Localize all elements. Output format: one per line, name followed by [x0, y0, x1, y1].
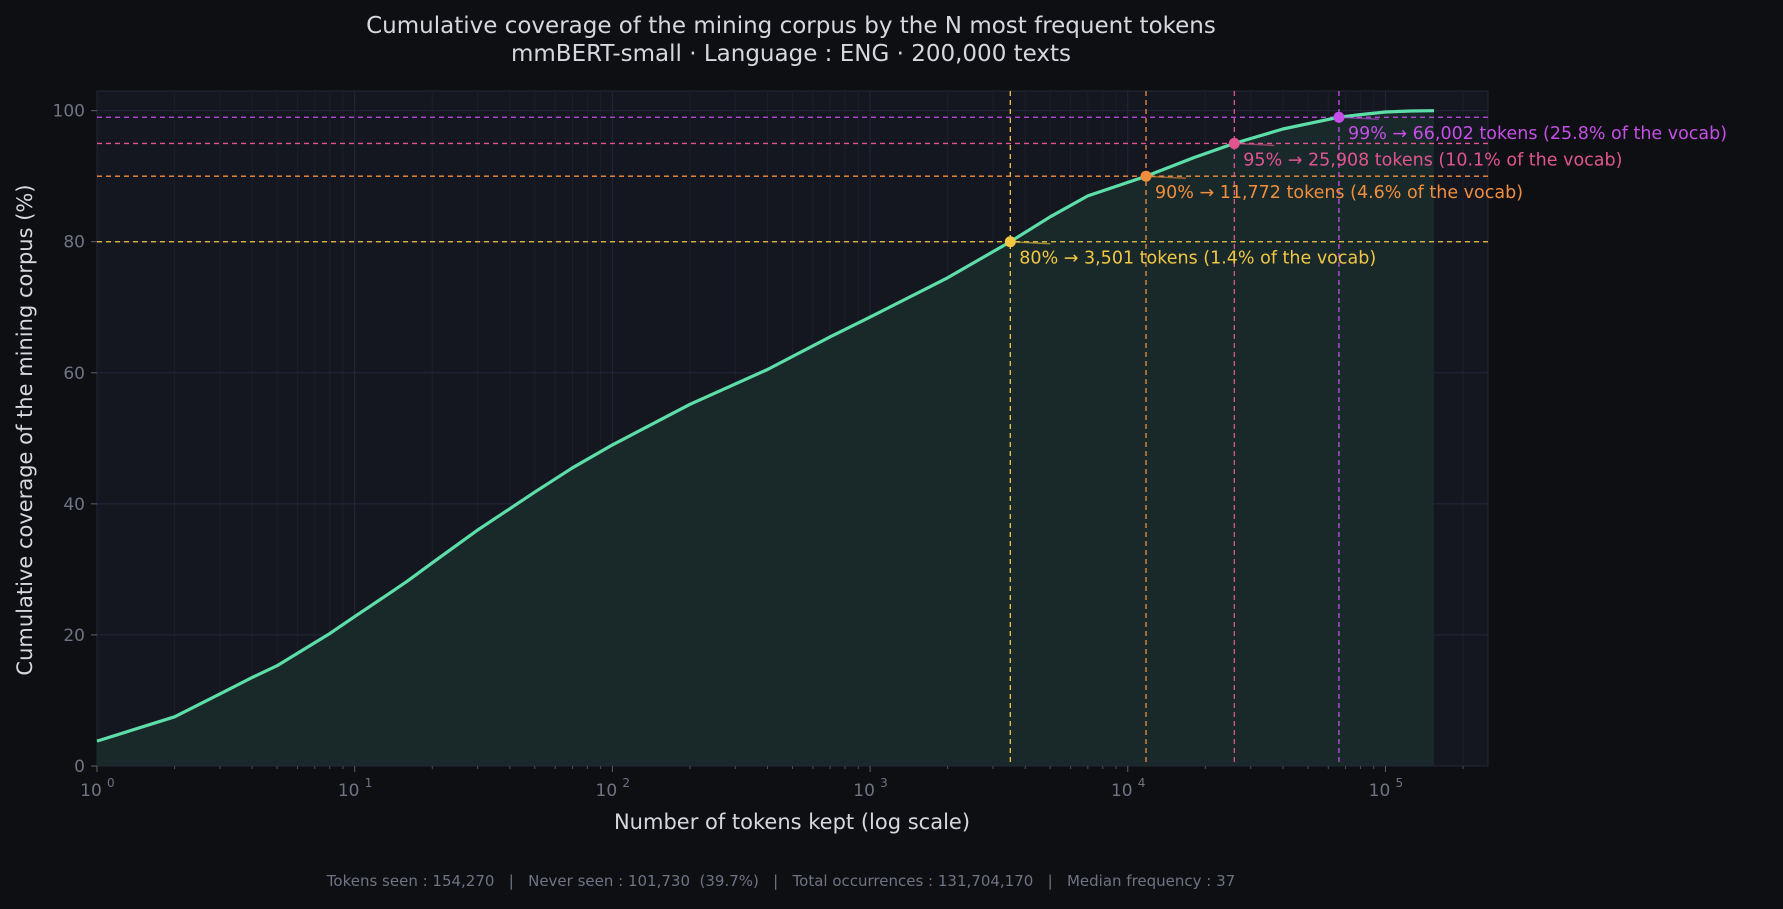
y-tick-label: 60 [63, 364, 85, 384]
threshold-label: 90% → 11,772 tokens (4.6% of the vocab) [1155, 183, 1523, 203]
stats-footer: Tokens seen : 154,270 | Never seen : 101… [326, 872, 1235, 890]
x-tick-exponent: 3 [880, 776, 888, 790]
threshold-label: 95% → 25,908 tokens (10.1% of the vocab) [1243, 150, 1622, 170]
y-tick-label: 0 [74, 757, 85, 777]
threshold-connector [1010, 240, 1051, 245]
threshold-point [1333, 111, 1345, 123]
x-tick-exponent: 5 [1395, 776, 1403, 790]
x-tick-label: 10 [80, 781, 102, 801]
x-tick-exponent: 4 [1138, 776, 1146, 790]
threshold-connector [1145, 175, 1187, 179]
x-tick-exponent: 1 [365, 776, 373, 790]
x-tick-label: 10 [1111, 781, 1133, 801]
x-tick-label: 10 [596, 781, 618, 801]
x-tick-exponent: 0 [107, 776, 115, 790]
plot-area: 80% → 3,501 tokens (1.4% of the vocab) 90… [53, 90, 1727, 801]
x-axis-label: Number of tokens kept (log scale) [614, 810, 970, 834]
x-tick-label: 10 [853, 781, 875, 801]
y-tick-label: 20 [63, 626, 85, 646]
y-tick-label: 80 [63, 233, 85, 253]
x-tick-exponent: 2 [622, 776, 630, 790]
y-axis-label: Cumulative coverage of the mining corpus… [13, 184, 37, 675]
coverage-area [97, 110, 1434, 766]
coverage-line [96, 109, 1435, 743]
threshold-connector [1234, 142, 1275, 147]
threshold-point [1004, 236, 1016, 248]
chart-subtitle: mmBERT-small · Language : ENG · 200,000 … [511, 41, 1071, 67]
threshold-connector [1338, 116, 1379, 120]
threshold-label: 99% → 66,002 tokens (25.8% of the vocab) [1348, 124, 1727, 144]
threshold-point [1228, 137, 1240, 149]
threshold-point [1140, 170, 1152, 182]
y-tick-label: 40 [63, 495, 85, 515]
x-tick-label: 10 [1369, 781, 1391, 801]
threshold-label: 80% → 3,501 tokens (1.4% of the vocab) [1019, 249, 1376, 269]
y-tick-label: 100 [53, 102, 85, 122]
x-tick-label: 10 [338, 781, 360, 801]
chart-title: Cumulative coverage of the mining corpus… [366, 13, 1216, 39]
